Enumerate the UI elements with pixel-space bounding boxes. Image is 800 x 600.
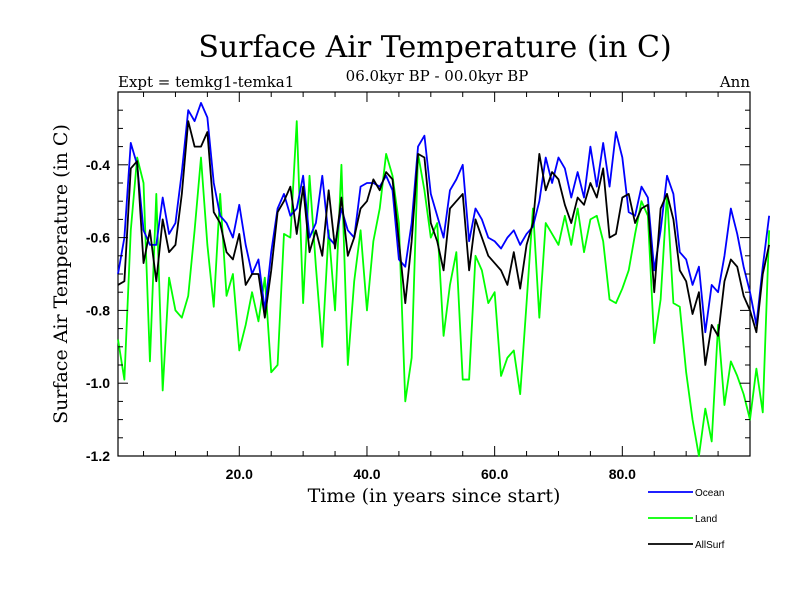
series-line-land [117,120,771,457]
x-axis: 20.0 40.0 60.0 80.0 [143,92,719,482]
y-tick-label: -0.4 [86,157,110,173]
x-tick-label: 20.0 [226,466,253,482]
season-label: Ann [719,73,750,91]
y-axis: -0.4 -0.6 -0.8 -1.0 -1.2 [86,91,750,464]
y-tick-label: -0.8 [86,302,110,318]
series-line-ocean [117,102,771,334]
series-layer [117,102,771,457]
x-tick-label: 80.0 [609,466,636,482]
legend-label-ocean: Ocean [695,488,724,499]
y-tick-label: -0.6 [86,230,110,246]
x-axis-label: Time (in years since start) [308,485,561,507]
y-tick-label: -1.2 [86,448,110,464]
x-tick-label: 40.0 [353,466,380,482]
experiment-label: Expt = temkg1-temka1 [118,73,294,91]
y-tick-label: -1.0 [86,375,110,391]
period-label: 06.0kyr BP - 00.0kyr BP [346,67,529,85]
chart-title: Surface Air Temperature (in C) [198,30,671,65]
y-axis-label: Surface Air Temperature (in C) [50,124,72,424]
legend: Ocean Land AllSurf [648,488,725,551]
legend-label-allsurf: AllSurf [695,540,725,551]
x-tick-label: 60.0 [481,466,508,482]
series-line-allsurf [117,120,771,366]
legend-label-land: Land [695,514,717,525]
